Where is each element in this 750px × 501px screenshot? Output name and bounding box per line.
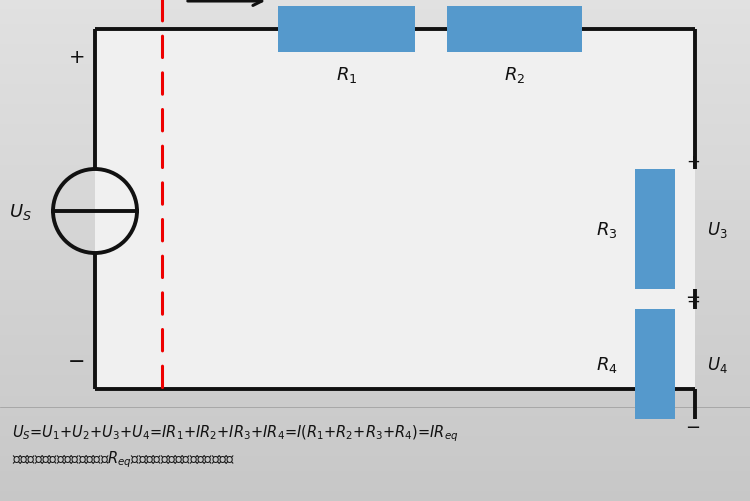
- Bar: [635, 310, 675, 419]
- Text: $R_1$: $R_1$: [336, 65, 357, 85]
- Text: −: −: [68, 351, 86, 371]
- Text: $U_S$=$U_1$+$U_2$+$U_3$+$U_4$=$IR_1$+$IR_2$+$IR_3$+$IR_4$=$I$($R_1$+$R_2$+$R_3$+: $U_S$=$U_1$+$U_2$+$U_3$+$U_4$=$IR_1$+$IR…: [12, 423, 458, 443]
- Text: +: +: [686, 153, 700, 171]
- Text: −: −: [686, 418, 700, 436]
- Text: $U_4$: $U_4$: [706, 354, 728, 374]
- Text: $R_4$: $R_4$: [596, 354, 618, 374]
- Text: $U_3$: $U_3$: [706, 219, 728, 239]
- Bar: [95, 30, 695, 389]
- Text: $R_3$: $R_3$: [596, 219, 618, 239]
- Text: $R_2$: $R_2$: [504, 65, 525, 85]
- Bar: [635, 170, 675, 290]
- Bar: [447, 7, 582, 53]
- Text: +: +: [686, 293, 700, 311]
- Text: 即：电阔串联时，其等效电阔$R_{eq}$阔值等于各个串接电阔阔值之和: 即：电阔串联时，其等效电阔$R_{eq}$阔值等于各个串接电阔阔值之和: [12, 449, 236, 469]
- Text: +: +: [69, 49, 86, 67]
- Text: −: −: [686, 289, 700, 307]
- Text: $U_S$: $U_S$: [8, 201, 32, 221]
- Bar: [278, 7, 415, 53]
